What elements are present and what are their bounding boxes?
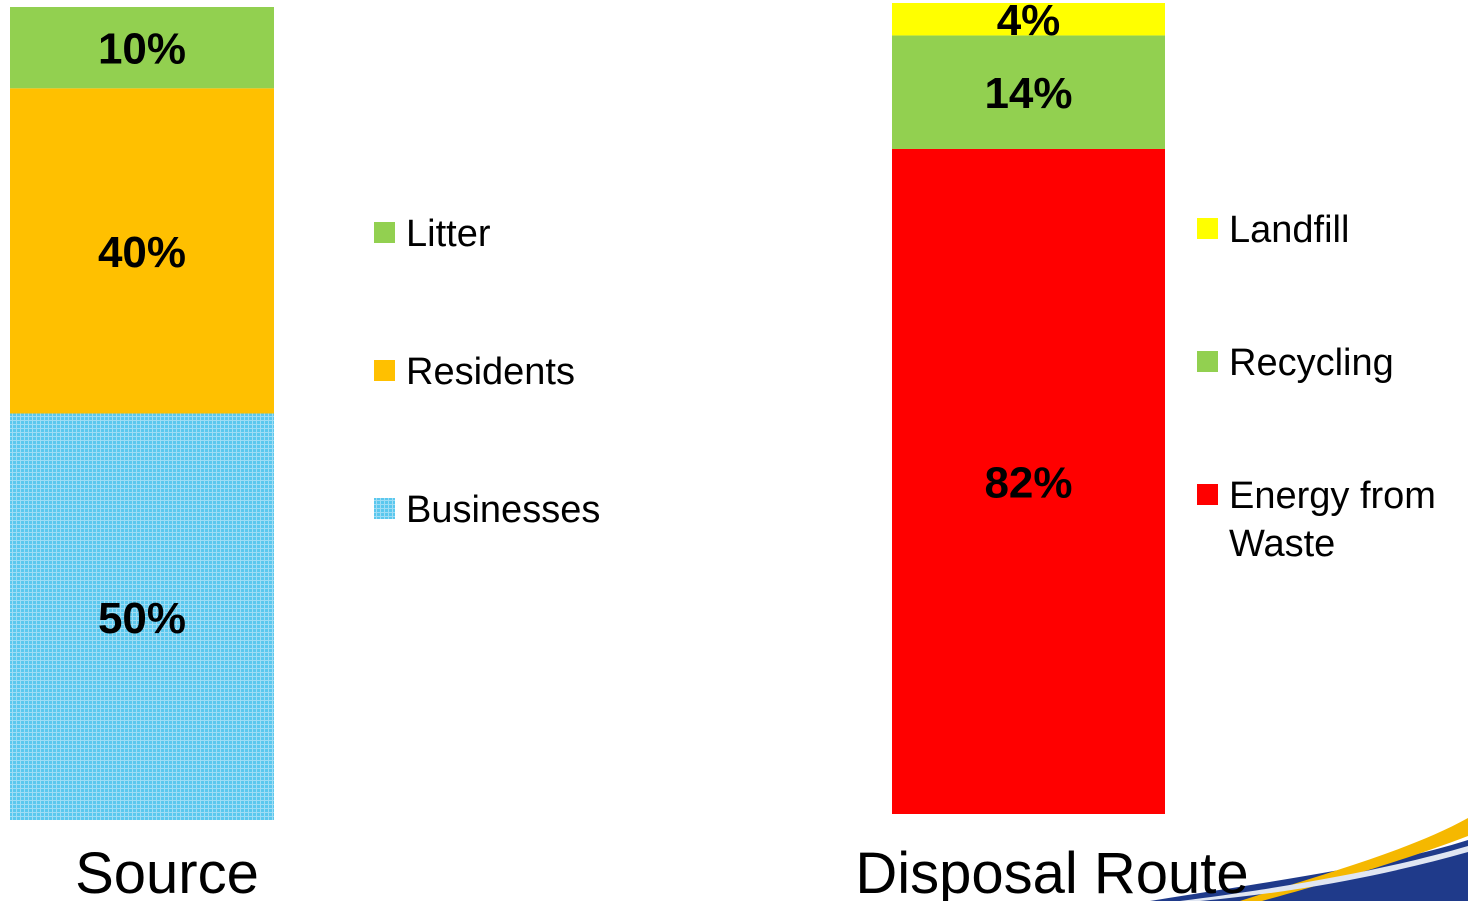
legend-swatch-residents [374,360,395,381]
data-label-litter: 10% [98,25,186,74]
legend-swatch-litter [374,222,395,243]
legend-label-residents: Residents [406,351,575,393]
legend-swatch-recycling [1197,351,1218,372]
disposal-route-chart: 82% 14% 4% Landfill Recycling Energy from Was… [855,0,1436,901]
legend-label-landfill: Landfill [1229,209,1349,251]
legend-swatch-landfill [1197,218,1218,239]
data-label-residents: 40% [98,228,186,277]
source-chart: 50% 40% 10% Litter Residents Businesses Sour… [10,7,600,901]
legend-label-litter: Litter [406,213,491,255]
source-axis-title: Source [75,841,259,901]
legend-swatch-businesses [374,498,395,519]
bar-segment-landfill [892,3,1165,36]
legend-swatch-energy-from-waste [1197,484,1218,505]
bar-segment-businesses [10,413,274,820]
legend-label-energy-from-waste: Energy from Waste [1229,475,1436,565]
data-label-energy-from-waste: 82% [984,458,1072,507]
disposal-route-axis-title: Disposal Route [855,841,1248,901]
data-label-businesses: 50% [98,594,186,643]
bar-segment-energy-from-waste [892,148,1165,815]
legend-label-businesses: Businesses [406,489,600,531]
data-label-recycling: 14% [984,69,1072,118]
corner-swoosh [1150,818,1468,901]
bar-segment-residents [10,88,274,414]
legend-label-recycling: Recycling [1229,342,1394,384]
data-label-landfill: 4% [997,0,1061,45]
bar-segment-litter [10,7,274,89]
bar-segment-recycling [892,35,1165,149]
